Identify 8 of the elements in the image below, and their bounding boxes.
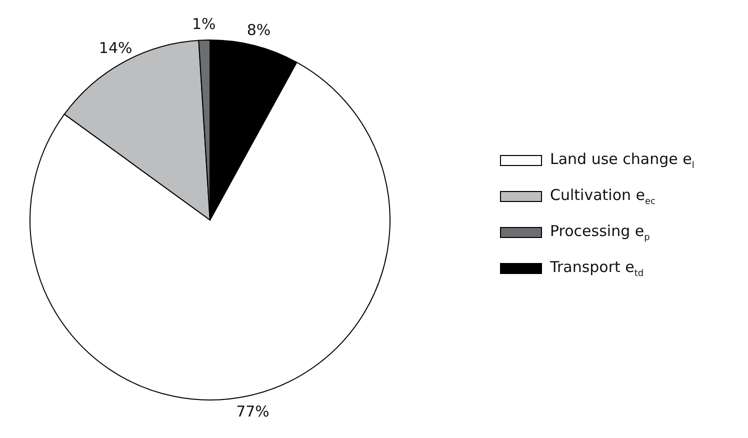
legend-label: Land use change e$_{l}$ — [550, 150, 694, 170]
data-label: 8% — [246, 21, 271, 40]
legend-label: Transport e$_{td}$ — [550, 258, 644, 278]
legend-label: Processing e$_{p}$ — [550, 222, 650, 242]
data-label: 1% — [192, 15, 216, 34]
data-label: 14% — [98, 39, 132, 58]
data-label: 77% — [236, 402, 270, 420]
legend-label: Cultivation e$_{ec}$ — [550, 186, 656, 206]
